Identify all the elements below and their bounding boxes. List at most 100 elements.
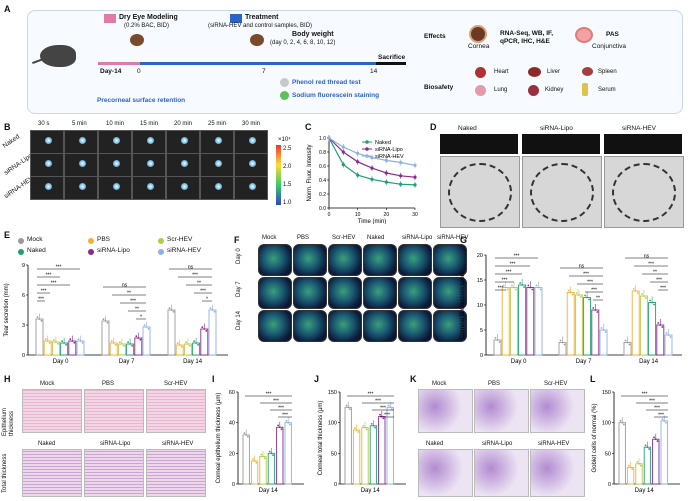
significance-label: ***	[192, 273, 198, 279]
bar	[639, 295, 648, 356]
significance-label: **	[653, 270, 657, 276]
bar	[583, 297, 592, 356]
significance-label: ***	[282, 413, 288, 419]
data-dot	[665, 332, 668, 334]
x-tick-label: Day 14	[361, 488, 381, 494]
y-tick-label: 100	[328, 421, 337, 427]
data-dot	[602, 329, 605, 331]
body-weight-title: Body weight	[292, 31, 334, 38]
column-label: Mock	[40, 381, 55, 387]
column-label: Naked	[367, 235, 385, 241]
data-dot	[102, 318, 105, 321]
bar	[643, 446, 652, 485]
data-dot	[531, 288, 534, 291]
data-dot	[586, 296, 588, 299]
pas-image	[530, 449, 585, 497]
panel-label-h: H	[4, 374, 11, 384]
panel-label-f: F	[234, 235, 240, 245]
fluor-label: Sodium fluorescein staining	[292, 92, 380, 99]
day14-label: 14	[370, 68, 378, 75]
significance-label: ***	[656, 278, 662, 284]
fluorescein-eye-image	[258, 244, 292, 276]
fluorescence-strip	[440, 134, 518, 154]
bar	[200, 328, 209, 356]
data-point	[413, 183, 417, 187]
data-dot	[659, 324, 662, 326]
data-dot	[596, 311, 599, 313]
data-dot	[211, 309, 214, 311]
day0-label: 0	[137, 68, 141, 75]
retention-image	[166, 176, 200, 200]
y-tick-label: 15	[477, 278, 483, 284]
signal-spot	[79, 137, 86, 144]
data-dot	[364, 426, 366, 429]
data-dot	[374, 426, 376, 429]
significance-label: ***	[380, 406, 386, 412]
data-point	[384, 180, 388, 184]
data-point	[399, 174, 403, 178]
column-label: PBS	[297, 235, 310, 241]
heart-icon	[475, 67, 486, 78]
data-dot	[277, 424, 279, 427]
y-tick-label: 0	[22, 353, 25, 359]
bar	[566, 292, 575, 356]
conjunctiva-icon	[575, 27, 593, 43]
data-dot	[592, 307, 595, 309]
chart-c-retention: 0.0 0.2 0.4 0.6 0.8 1.0 0 10 20 30 Time (min) Norm.…	[307, 135, 418, 224]
data-dot	[636, 292, 639, 294]
data-dot	[578, 294, 580, 296]
significance-label: **	[596, 296, 600, 302]
y-tick-label: 0.6	[319, 164, 326, 170]
significance-label: **	[197, 281, 201, 287]
significance-label: *	[140, 315, 142, 321]
x-tick-label: Day 14	[639, 359, 659, 365]
fluorescein-eye-image	[293, 277, 327, 309]
y-tick-label: 0	[480, 353, 483, 359]
column-label: Scr-HEV	[332, 235, 356, 241]
row-label: Day 14	[236, 310, 242, 330]
data-dot	[513, 286, 515, 289]
significance-label: ***	[587, 280, 593, 286]
data-dot	[628, 343, 631, 346]
data-dot	[36, 316, 39, 319]
data-point	[356, 151, 360, 155]
time-label: 15 min	[140, 121, 159, 127]
body-weight-sub: (day 0, 2, 4, 6, 8, 10, 12)	[270, 40, 336, 46]
significance-label: ***	[642, 392, 648, 398]
dry-eye-swatch	[104, 14, 116, 23]
y-tick-label: 1.0	[319, 136, 326, 142]
data-dot	[661, 418, 664, 420]
pas-label: PAS	[606, 31, 619, 38]
significance-label: ***	[266, 392, 272, 398]
y-axis-label: Corneal fluorescein score	[460, 270, 466, 339]
significance-label: **	[135, 307, 139, 313]
data-dot	[498, 341, 501, 343]
data-dot	[663, 419, 666, 422]
significance-label: ***	[46, 273, 52, 279]
signal-spot	[249, 160, 256, 167]
x-tick-label: Day 0	[53, 359, 69, 365]
data-dot	[127, 341, 129, 344]
column-label: Mock	[262, 235, 277, 241]
data-dot	[657, 322, 660, 324]
data-dot	[372, 424, 375, 427]
data-dot	[656, 440, 659, 442]
data-dot	[65, 343, 67, 346]
signal-spot	[181, 183, 188, 190]
pas-image	[474, 449, 529, 497]
significance-label: **	[127, 291, 131, 297]
y-tick-label: 0.8	[319, 150, 326, 156]
retention-image	[64, 130, 98, 154]
bar	[378, 416, 386, 485]
signal-spot	[147, 160, 154, 167]
signal-spot	[113, 137, 120, 144]
data-dot	[653, 436, 655, 439]
retention-image	[98, 130, 132, 154]
bar	[501, 287, 510, 356]
eye-outline	[612, 163, 676, 222]
significance-label: ns	[188, 265, 194, 271]
significance-label: ns	[122, 283, 128, 289]
data-dot	[57, 342, 59, 345]
data-dot	[81, 341, 84, 344]
retention-image	[200, 176, 234, 200]
